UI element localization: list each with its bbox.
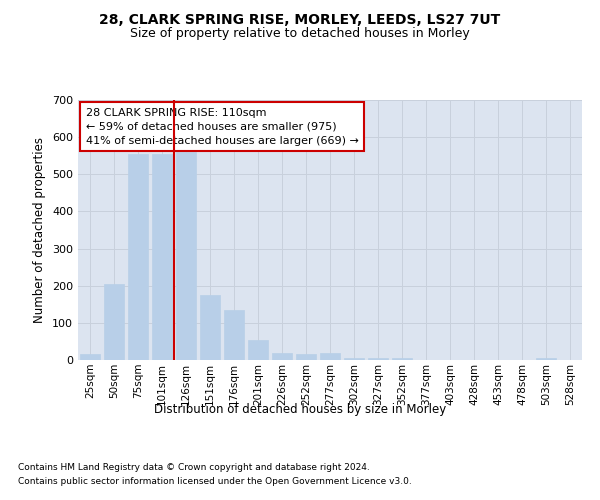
Text: Contains public sector information licensed under the Open Government Licence v3: Contains public sector information licen… [18,478,412,486]
Bar [152,154,172,360]
Bar [80,354,100,360]
Text: Size of property relative to detached houses in Morley: Size of property relative to detached ho… [130,28,470,40]
Bar [200,295,220,360]
Bar [296,354,316,360]
Text: 28, CLARK SPRING RISE, MORLEY, LEEDS, LS27 7UT: 28, CLARK SPRING RISE, MORLEY, LEEDS, LS… [100,12,500,26]
Bar [272,352,292,360]
Bar [128,154,148,360]
Bar [104,284,124,360]
Bar [248,340,268,360]
Bar [176,152,196,360]
Bar [344,358,364,360]
Text: Distribution of detached houses by size in Morley: Distribution of detached houses by size … [154,402,446,415]
Bar [320,352,340,360]
Bar [368,358,388,360]
Bar [224,310,244,360]
Bar [392,358,412,360]
Bar [536,358,556,360]
Y-axis label: Number of detached properties: Number of detached properties [34,137,46,323]
Text: 28 CLARK SPRING RISE: 110sqm
← 59% of detached houses are smaller (975)
41% of s: 28 CLARK SPRING RISE: 110sqm ← 59% of de… [86,108,358,146]
Text: Contains HM Land Registry data © Crown copyright and database right 2024.: Contains HM Land Registry data © Crown c… [18,462,370,471]
